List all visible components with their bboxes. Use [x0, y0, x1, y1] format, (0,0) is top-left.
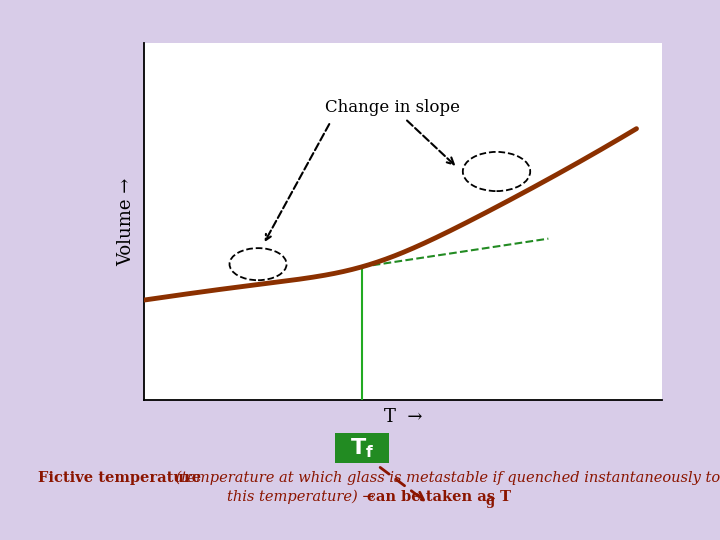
Text: Change in slope: Change in slope: [325, 99, 461, 165]
Text: can be taken as T: can be taken as T: [367, 490, 511, 504]
Text: this temperature) →: this temperature) →: [227, 490, 379, 504]
Text: g: g: [486, 495, 495, 508]
Y-axis label: Volume →: Volume →: [117, 177, 135, 266]
X-axis label: T  →: T →: [384, 408, 423, 426]
Text: (temperature at which glass is metastable if quenched instantaneously to: (temperature at which glass is metastabl…: [171, 471, 720, 485]
Text: Fictive temperature: Fictive temperature: [38, 471, 201, 485]
Text: $\mathbf{T_f}$: $\mathbf{T_f}$: [350, 436, 374, 460]
